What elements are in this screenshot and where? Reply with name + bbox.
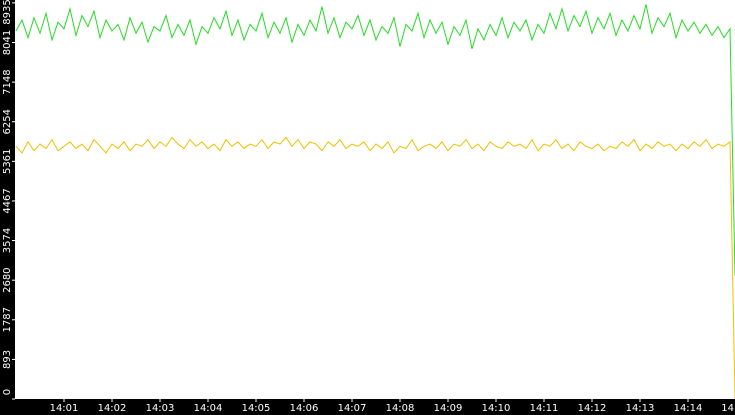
x-tick-label: 14:04	[194, 403, 223, 414]
y-tick-label: 7148	[2, 69, 13, 94]
x-tick-label: 14:08	[386, 403, 415, 414]
y-tick-label: 0	[2, 389, 13, 395]
y-tick-label: 893	[2, 350, 13, 369]
x-tick-label: 14:01	[50, 403, 79, 414]
y-axis-strip	[0, 0, 15, 415]
data-line	[15, 136, 735, 400]
y-tick-label: 2680	[2, 267, 13, 292]
x-tick-label: 14:03	[146, 403, 175, 414]
y-tick-label: 6254	[2, 109, 13, 134]
x-tick-label: 14:02	[98, 403, 127, 414]
y-tick-label: 8041	[2, 30, 13, 55]
x-tick-label: 14:11	[530, 403, 559, 414]
x-tick-label: 14:10	[482, 403, 511, 414]
x-tick-label: 14:07	[338, 403, 367, 414]
x-tick-label: 14:06	[290, 403, 319, 414]
data-line	[15, 4, 735, 276]
x-tick-label: 14:05	[242, 403, 271, 414]
y-tick-label: 5361	[2, 149, 13, 174]
x-tick-label: 14:14	[674, 403, 703, 414]
y-tick-label: 8935	[2, 0, 13, 25]
y-tick-label: 4467	[2, 188, 13, 213]
x-tick-label: 14:13	[626, 403, 655, 414]
x-tick-label: 14	[721, 403, 734, 414]
y-tick-label: 3574	[2, 228, 13, 253]
x-axis-strip	[0, 399, 735, 415]
x-tick-label: 14:09	[434, 403, 463, 414]
y-tick-label: 1787	[2, 307, 13, 332]
x-tick-label: 14:12	[578, 403, 607, 414]
